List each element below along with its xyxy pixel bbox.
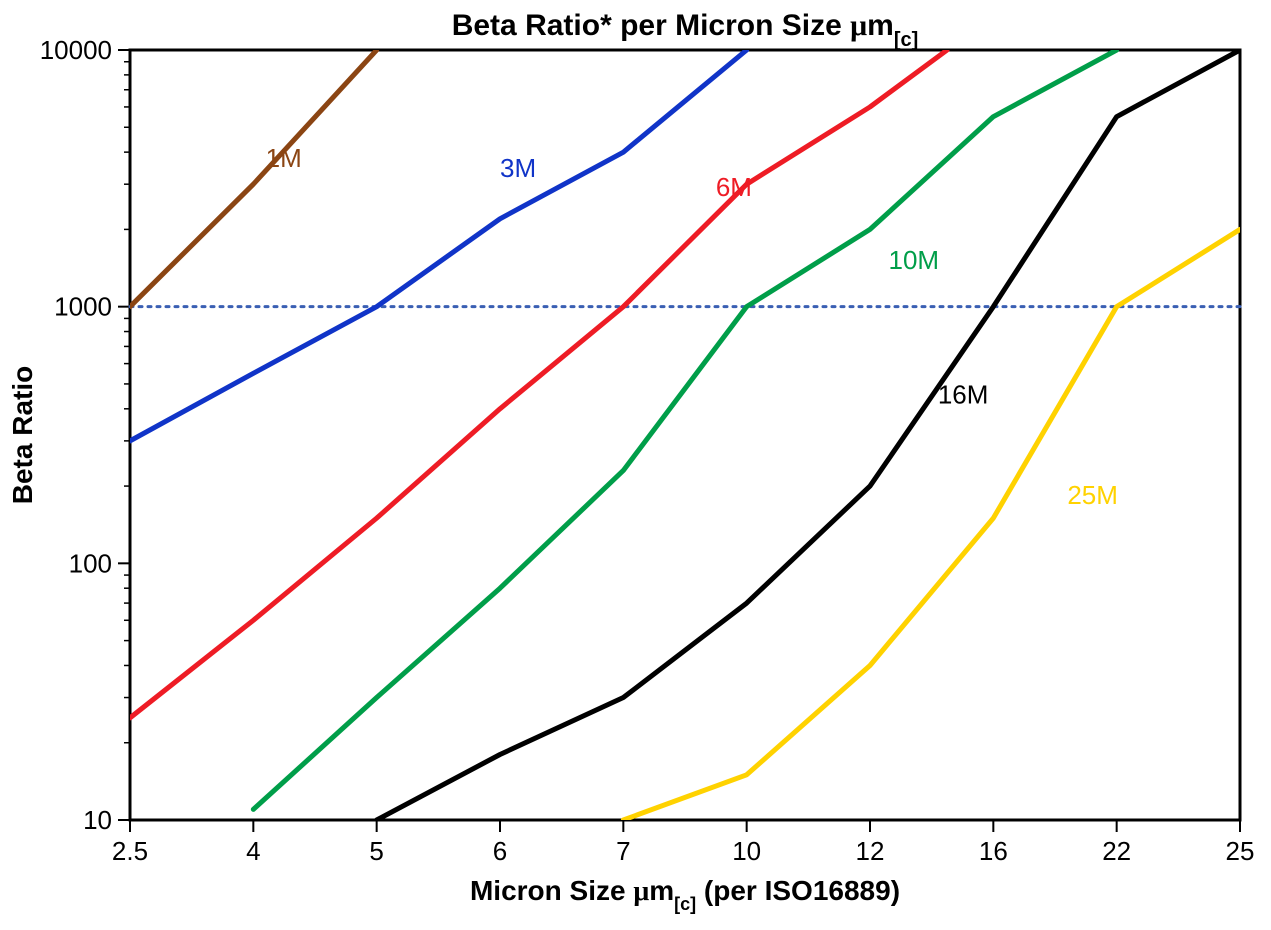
series-label: 3M (500, 153, 536, 183)
x-tick-label: 12 (856, 836, 885, 866)
chart-svg: 10 100 1000 10000 2.5 4 5 6 7 10 12 16 22 25 1M 3M 6M 10M… (0, 0, 1271, 930)
x-tick-label: 6 (493, 836, 507, 866)
x-tick-label: 4 (246, 836, 260, 866)
x-tick-label: 25 (1226, 836, 1255, 866)
series-label: 6M (716, 172, 752, 202)
x-tick-label: 10 (732, 836, 761, 866)
x-tick-label: 5 (369, 836, 383, 866)
y-tick-label: 10 (83, 805, 112, 835)
series-label: 10M (889, 245, 940, 275)
y-tick-label: 10000 (40, 35, 112, 65)
beta-ratio-chart: 10 100 1000 10000 2.5 4 5 6 7 10 12 16 22 25 1M 3M 6M 10M… (0, 0, 1271, 930)
x-tick-label: 2.5 (112, 836, 148, 866)
series-label: 25M (1067, 480, 1118, 510)
series-label: 1M (266, 143, 302, 173)
y-axis-label: Beta Ratio (7, 366, 38, 504)
series-label: 16M (938, 379, 989, 409)
x-tick-label: 22 (1102, 836, 1131, 866)
y-tick-label: 100 (69, 548, 112, 578)
x-tick-label: 7 (616, 836, 630, 866)
x-tick-label: 16 (979, 836, 1008, 866)
y-tick-label: 1000 (54, 292, 112, 322)
